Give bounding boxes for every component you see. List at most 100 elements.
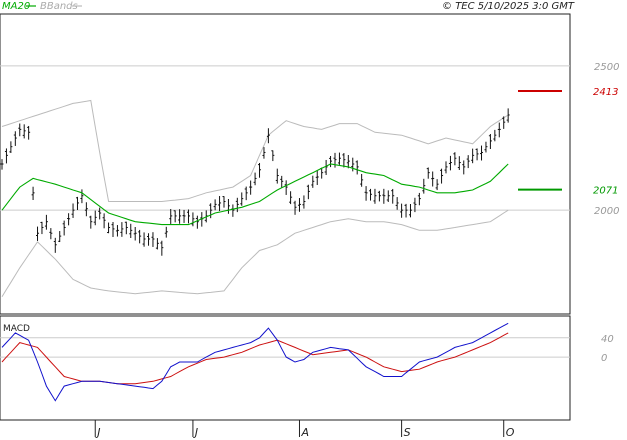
- price-bar: [53, 237, 57, 253]
- month-label-4: O: [506, 426, 515, 439]
- price-bar: [93, 210, 97, 226]
- price-bar: [147, 233, 151, 246]
- price-bar: [151, 232, 155, 247]
- price-bar: [169, 209, 173, 224]
- price-bar: [4, 148, 8, 164]
- price-bar: [258, 162, 262, 178]
- ma20-line: [1, 163, 509, 226]
- price-bar: [9, 141, 13, 153]
- month-label-2: A: [300, 426, 309, 439]
- price-bar: [44, 214, 48, 230]
- price-bar: [209, 203, 213, 219]
- price-bar: [98, 207, 102, 220]
- price-bar: [506, 108, 510, 123]
- price-bar: [240, 192, 244, 206]
- price-bar: [382, 188, 386, 204]
- price-bar: [417, 192, 421, 206]
- price-bar: [329, 155, 333, 168]
- price-bar: [102, 213, 106, 229]
- price-bar: [373, 188, 377, 204]
- ma20-polyline: [1, 163, 509, 226]
- macd-y-tick-label-1: 0: [601, 353, 607, 364]
- price-bar: [18, 123, 22, 137]
- price-bar: [391, 188, 395, 204]
- price-bar: [27, 125, 31, 140]
- price-bar: [58, 231, 62, 243]
- month-label-3: S: [404, 426, 411, 439]
- price-bar: [497, 122, 501, 138]
- price-bar: [448, 155, 452, 171]
- price-bar: [342, 153, 346, 168]
- macd-label: MACD: [3, 324, 30, 334]
- price-bar: [138, 229, 142, 244]
- price-bar: [435, 179, 439, 191]
- price-bar: [395, 197, 399, 210]
- price-bar: [0, 159, 4, 170]
- price-bar: [235, 197, 239, 213]
- price-bar: [142, 232, 146, 247]
- price-bar: [306, 184, 310, 200]
- price-bar: [80, 189, 84, 204]
- price-bar: [462, 160, 466, 175]
- price-bar: [195, 215, 199, 229]
- price-bar: [155, 238, 159, 250]
- price-bar: [249, 180, 253, 195]
- price-bar: [493, 129, 497, 142]
- price-bar: [422, 178, 426, 194]
- month-label-0: J: [95, 426, 100, 439]
- price-bar: [426, 167, 430, 179]
- price-bar: [289, 191, 293, 205]
- price-bar: [67, 213, 71, 226]
- price-bar: [355, 160, 359, 175]
- price-bar: [244, 186, 248, 201]
- price-bar: [351, 157, 355, 172]
- price-bar: [377, 190, 381, 202]
- price-bar: [222, 196, 226, 208]
- price-bar: [275, 168, 279, 184]
- price-bar: [360, 173, 364, 187]
- bollinger-bands: [1, 99, 509, 297]
- price-bar: [315, 170, 319, 185]
- price-bar: [284, 180, 288, 195]
- price-bar: [453, 152, 457, 166]
- lower-band-line: [1, 209, 509, 297]
- month-label-1: J: [193, 426, 198, 439]
- price-bar: [346, 155, 350, 169]
- support-resistance-levels: 2413 2071: [518, 87, 618, 197]
- price-bar: [160, 240, 164, 256]
- price-bar: [471, 148, 475, 164]
- price-bar: [457, 156, 461, 170]
- copyright: © TEC 5/10/2025 3:0 GMT: [442, 1, 575, 12]
- price-bar: [271, 150, 275, 162]
- macd-lines: [1, 322, 509, 402]
- price-bar: [413, 197, 417, 213]
- price-bar: [488, 134, 492, 149]
- price-bar: [115, 225, 119, 237]
- price-bar: [186, 209, 190, 224]
- price-bar: [502, 116, 506, 129]
- upper-band-line: [1, 99, 509, 202]
- price-bar: [369, 188, 373, 201]
- support-level-label: 2071: [593, 186, 618, 197]
- price-bar: [408, 204, 412, 218]
- price-bar: [71, 203, 75, 218]
- macd-polyline: [1, 322, 509, 402]
- price-bar: [484, 141, 488, 153]
- price-bar: [107, 222, 111, 234]
- price-bar: [36, 226, 40, 241]
- price-bar: [262, 147, 266, 159]
- macd-y-tick-label-0: 40: [601, 334, 614, 345]
- price-bar: [129, 223, 133, 238]
- price-bar: [266, 128, 270, 144]
- price-bar: [31, 186, 35, 200]
- price-bar: [84, 202, 88, 217]
- price-bar: [440, 168, 444, 184]
- y-tick-label-0: 2500: [594, 62, 619, 73]
- price-bar: [173, 210, 177, 223]
- price-bar: [302, 195, 306, 209]
- price-bar: [404, 203, 408, 218]
- price-bar: [111, 221, 115, 237]
- price-bar: [75, 196, 79, 211]
